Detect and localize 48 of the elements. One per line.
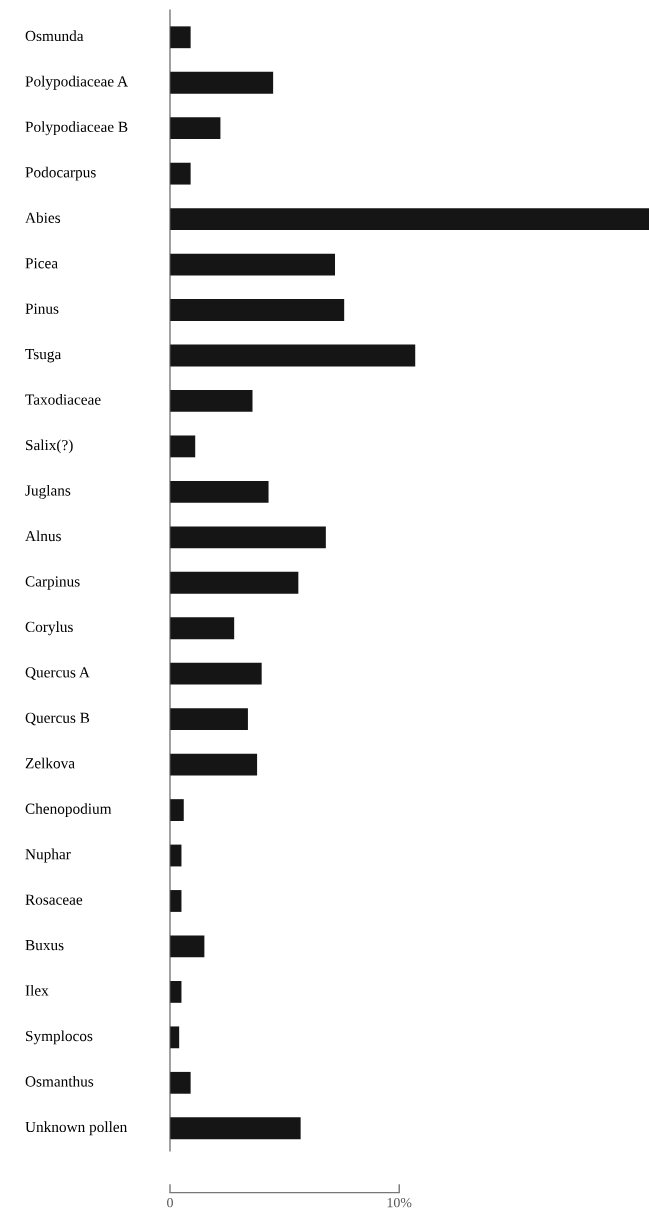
y-tick-label: Picea: [25, 258, 58, 269]
bar: [170, 117, 221, 140]
y-tick-label: Podocarpus: [25, 166, 96, 181]
y-tick-label: Quercus A: [25, 667, 90, 680]
y-tick-label: Polypodiaceae A: [25, 75, 128, 90]
bar: [170, 299, 345, 321]
y-tick-label: Polypodiaceae B: [25, 121, 128, 136]
bar: [170, 162, 191, 185]
y-tick-label: Juglans: [25, 484, 71, 499]
y-tick-label: Salix(?): [26, 439, 73, 454]
bar: [170, 662, 262, 685]
bar: [170, 26, 191, 49]
y-tick-label: Osmunda: [25, 30, 84, 42]
bar: [170, 435, 196, 458]
bar: [170, 753, 258, 776]
bar: [170, 799, 184, 821]
y-tick-label: Buxus: [25, 940, 64, 951]
y-tick-label: Tsuga: [25, 349, 62, 363]
x-tick-label: 10%: [387, 1197, 412, 1208]
y-tick-label: Zelkova: [25, 757, 75, 769]
y-tick-label: Alnus: [25, 530, 61, 542]
y-tick-label: Chenopodium: [25, 803, 112, 817]
bar: [170, 708, 248, 731]
y-tick-label: Rosaceae: [25, 894, 83, 905]
y-tick-label: Symplocos: [26, 1030, 93, 1045]
bar: [170, 1117, 301, 1140]
bar: [170, 71, 274, 94]
bar: [170, 526, 326, 549]
y-tick-label: Taxodiaceae: [25, 394, 101, 405]
bar: [170, 344, 416, 367]
y-tick-label: Pinus: [25, 303, 59, 314]
y-tick-label: Carpinus: [25, 576, 80, 590]
bar: [170, 253, 336, 276]
bar: [170, 935, 205, 958]
y-tick-label: Nuphar: [25, 848, 71, 863]
bar: [170, 617, 235, 640]
bar: [170, 208, 649, 231]
y-tick-label: Abies: [25, 212, 61, 223]
bar: [170, 480, 269, 503]
x-tick-label: 0: [167, 1197, 173, 1208]
y-tick-label: Unknown pollen: [25, 1121, 128, 1136]
y-tick-label: Corylus: [25, 621, 73, 636]
bar: [170, 1071, 191, 1094]
bar: [170, 571, 299, 594]
y-tick-label: Quercus B: [25, 712, 90, 726]
bar: [170, 390, 253, 412]
y-tick-label: Ilex: [25, 984, 49, 996]
y-tick-label: Osmanthus: [25, 1075, 94, 1087]
